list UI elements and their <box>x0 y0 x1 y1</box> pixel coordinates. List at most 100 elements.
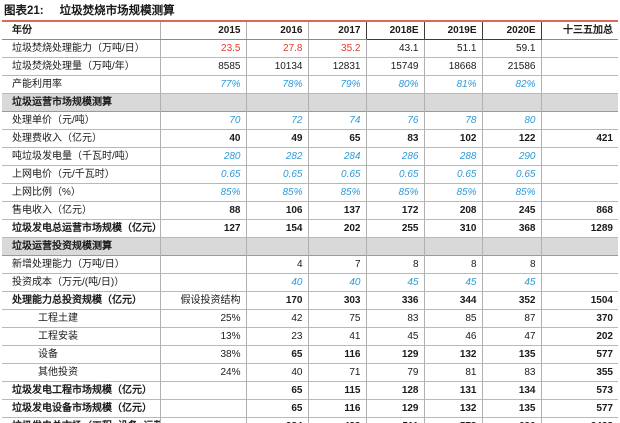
value-cell: 8 <box>423 255 482 274</box>
table-row: 垃圾焚烧处理量（万吨/年） 8585 10134 12831 15749 18668 215… <box>2 57 618 76</box>
value-cell: 122 <box>481 129 541 148</box>
value-cell: 129 <box>365 399 424 418</box>
value-cell: 288 <box>423 147 482 166</box>
table-row: 投资成本（万元/(吨/日)） 40 40 45 45 45 <box>2 273 618 292</box>
value-cell: 13% <box>159 327 246 346</box>
value-cell: 85% <box>423 183 482 202</box>
value-cell: 65 <box>245 345 308 364</box>
row-label: 新增处理能力（万吨/日） <box>12 259 125 270</box>
value-cell: 78% <box>245 75 308 94</box>
row-label: 投资成本（万元/(吨/日)） <box>12 277 125 288</box>
table-row: 垃圾发电总运营市场规模（亿元） 127 154 202 255 310 368 1289 <box>2 219 618 238</box>
value-cell: 87 <box>481 309 541 328</box>
section-cell <box>481 237 541 256</box>
section-label: 垃圾运营投资规模测算 <box>12 241 112 252</box>
value-cell <box>540 255 618 274</box>
value-cell: 0.65 <box>481 165 541 184</box>
value-cell: 45 <box>365 327 424 346</box>
value-cell: 80% <box>365 75 424 94</box>
value-cell: 0.65 <box>159 165 246 184</box>
row-label: 吨垃圾发电量（千瓦时/吨） <box>12 151 135 162</box>
value-cell: 573 <box>423 417 482 423</box>
value-cell: 1289 <box>540 219 618 238</box>
value-cell: 59.1 <box>481 39 541 58</box>
value-cell: 0.65 <box>307 165 366 184</box>
value-cell: 23.5 <box>159 39 246 58</box>
value-cell: 245 <box>481 201 541 220</box>
value-cell: 577 <box>540 345 618 364</box>
value-cell: 128 <box>365 381 424 400</box>
row-label: 上网比例（%） <box>12 187 81 198</box>
row-label: 上网电价（元/千瓦时） <box>12 169 115 180</box>
value-cell <box>159 381 246 400</box>
value-cell: 336 <box>365 291 424 310</box>
value-cell: 8585 <box>159 57 246 76</box>
value-cell: 303 <box>307 291 366 310</box>
table-header: 年份 2015 2016 2017 2018E 2019E 2020E 十三五加总 <box>2 20 618 40</box>
value-cell: 85% <box>481 183 541 202</box>
value-cell: 74 <box>307 111 366 130</box>
value-cell: 45 <box>365 273 424 292</box>
value-cell: 71 <box>307 363 366 382</box>
value-cell: 21586 <box>481 57 541 76</box>
row-label: 工程土建 <box>38 313 78 324</box>
table-row: 垃圾发电设备市场规模（亿元） 65 116 129 132 135 577 <box>2 399 618 418</box>
column-header: 2020E <box>481 20 542 40</box>
row-label: 垃圾发电设备市场规模（亿元） <box>12 403 152 414</box>
value-cell: 310 <box>423 219 482 238</box>
row-label: 其他投资 <box>38 367 78 378</box>
value-cell: 511 <box>365 417 424 423</box>
value-cell: 45 <box>481 273 541 292</box>
section-cell <box>159 93 246 112</box>
value-cell: 41 <box>307 327 366 346</box>
section-cell <box>481 93 541 112</box>
value-cell <box>159 399 246 418</box>
column-header: 十三五加总 <box>540 21 618 40</box>
section-cell <box>540 93 618 112</box>
value-cell: 85% <box>307 183 366 202</box>
table-row: 垃圾发电工程市场规模（亿元） 65 115 128 131 134 573 <box>2 381 618 400</box>
value-cell: 42 <box>245 309 308 328</box>
value-cell: 370 <box>540 309 618 328</box>
table-row: 处理费收入（亿元） 40 49 65 83 102 122 421 <box>2 129 618 148</box>
value-cell <box>540 273 618 292</box>
table-row: 工程土建 25% 42 75 83 85 87 370 <box>2 309 618 328</box>
value-cell: 0.65 <box>365 165 424 184</box>
table-row: 产能利用率 77% 78% 79% 80% 81% 82% <box>2 75 618 94</box>
value-cell: 0.65 <box>423 165 482 184</box>
value-cell: 172 <box>365 201 424 220</box>
column-header: 2019E <box>423 20 483 40</box>
value-cell: 8 <box>365 255 424 274</box>
table-row: 售电收入（亿元） 88 106 137 172 208 245 868 <box>2 201 618 220</box>
value-cell: 129 <box>365 345 424 364</box>
section-label: 垃圾运营市场规模测算 <box>12 97 112 108</box>
value-cell <box>540 183 618 202</box>
value-cell: 35.2 <box>307 39 366 58</box>
value-cell: 24% <box>159 363 246 382</box>
value-cell: 27.8 <box>245 39 308 58</box>
value-cell: 85 <box>423 309 482 328</box>
row-label: 垃圾焚烧处理能力（万吨/日） <box>12 43 145 54</box>
value-cell: 79 <box>365 363 424 382</box>
value-cell: 282 <box>245 147 308 166</box>
value-cell: 40 <box>159 129 246 148</box>
value-cell: 284 <box>307 147 366 166</box>
value-cell: 12831 <box>307 57 366 76</box>
value-cell: 573 <box>540 381 618 400</box>
value-cell: 132 <box>423 345 482 364</box>
value-cell: 132 <box>423 399 482 418</box>
value-cell: 18668 <box>423 57 482 76</box>
figure-number: 图表21: <box>4 5 44 17</box>
value-cell: 0.65 <box>245 165 308 184</box>
row-label: 设备 <box>38 349 58 360</box>
row-label: 垃圾发电总市场（工程+设备+运营）（亿元） <box>2 418 160 423</box>
section-cell <box>423 93 482 112</box>
value-cell: 43.1 <box>365 39 424 58</box>
value-cell: 15749 <box>365 57 424 76</box>
value-cell: 85% <box>365 183 424 202</box>
table-row: 垃圾发电总市场（工程+设备+运营）（亿元） 2844335115736362438 <box>2 417 618 423</box>
value-cell: 81 <box>423 363 482 382</box>
value-cell: 72 <box>245 111 308 130</box>
value-cell: 127 <box>159 219 246 238</box>
